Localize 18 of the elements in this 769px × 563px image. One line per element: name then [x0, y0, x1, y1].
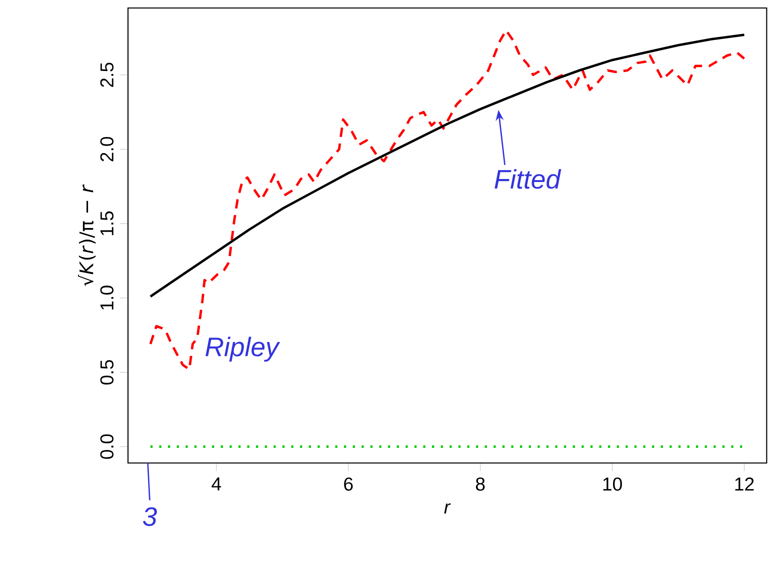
y-tick-label: 0.0: [100, 434, 114, 459]
y-tick-label: 1.0: [100, 286, 114, 310]
annotation: Ripley: [206, 336, 280, 362]
y-tick-label: 2.5: [100, 62, 114, 87]
text: 3: [142, 507, 157, 526]
x-tick-label: 4: [212, 477, 222, 490]
line-series: [149, 29, 746, 371]
x-tick-label: 12: [735, 477, 754, 491]
y-tick-label: 1.5: [100, 211, 114, 236]
y-axis-title: √K(r)/π − r: [78, 184, 96, 286]
x-axis-title: r: [444, 503, 451, 514]
y-tick-label: 0.5: [100, 360, 114, 385]
y-tick-label: 2.0: [100, 136, 114, 162]
x-tick-label: 6: [344, 477, 353, 491]
line-series: [149, 34, 746, 298]
annotation: Fitted: [494, 169, 562, 189]
x-tick-label: 10: [603, 477, 622, 491]
x-tick-label: 8: [476, 477, 485, 491]
